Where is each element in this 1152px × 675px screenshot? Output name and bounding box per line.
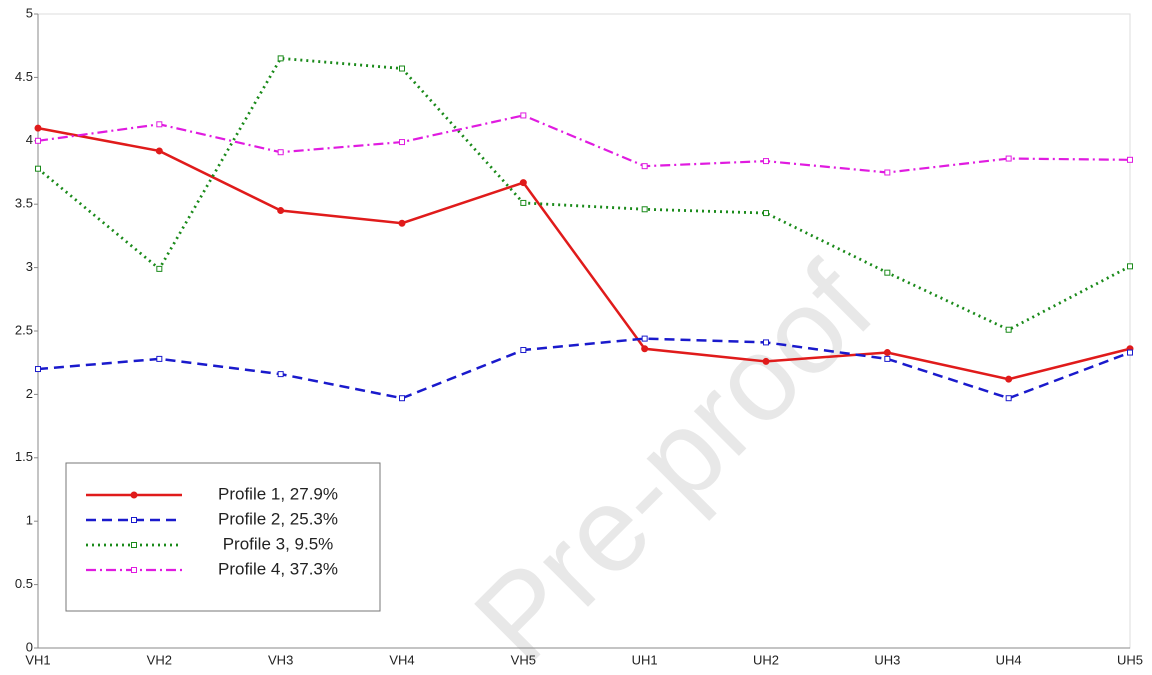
data-point <box>1005 375 1013 383</box>
data-point <box>399 139 405 146</box>
y-tick-label: 1 <box>26 513 33 528</box>
data-point <box>519 179 527 187</box>
y-tick-label: 5 <box>26 5 33 20</box>
legend: Profile 1, 27.9% Profile 2, 25.3% Profile … <box>65 462 381 612</box>
y-tick-label: 0.5 <box>15 576 33 591</box>
y-tick-label: 1.5 <box>15 449 33 464</box>
data-point <box>155 147 163 155</box>
y-tick-label: 3.5 <box>15 196 33 211</box>
y-tick-label: 3 <box>26 259 33 274</box>
data-point <box>884 169 891 176</box>
data-point <box>277 207 285 215</box>
x-tick-label: VH5 <box>511 652 536 667</box>
legend-marker <box>131 567 137 573</box>
data-point <box>641 345 649 353</box>
data-point <box>1127 156 1133 163</box>
data-point <box>520 347 527 354</box>
data-point <box>277 371 284 378</box>
x-tick-label: VH1 <box>25 652 50 667</box>
legend-label: Profile 3, 9.5% <box>223 534 334 553</box>
y-tick-label: 2 <box>26 386 33 401</box>
data-point <box>1127 263 1133 270</box>
legend-marker <box>131 542 137 548</box>
data-point <box>156 265 163 272</box>
y-tick-label: 0 <box>26 639 33 654</box>
y-tick-label: 4 <box>26 132 33 147</box>
y-tick-label: 2.5 <box>15 322 33 337</box>
data-point <box>884 269 891 276</box>
data-point <box>1005 326 1012 333</box>
data-point <box>641 206 648 213</box>
data-point <box>884 355 891 362</box>
x-tick-label: VH3 <box>268 652 293 667</box>
data-point <box>1005 395 1012 402</box>
data-point <box>1127 349 1133 356</box>
legend-marker <box>130 491 138 499</box>
data-point <box>520 112 527 119</box>
x-tick-label: UH4 <box>996 652 1022 667</box>
data-point <box>398 219 406 227</box>
data-point <box>399 65 405 72</box>
legend-marker <box>131 517 137 523</box>
data-point <box>35 137 41 144</box>
watermark: Pre-proof <box>449 239 898 675</box>
data-point <box>1005 155 1012 162</box>
data-point <box>763 210 769 217</box>
data-point <box>35 366 41 373</box>
legend-label: Profile 2, 25.3% <box>218 509 338 528</box>
data-point <box>762 357 770 365</box>
data-point <box>277 149 284 156</box>
series-line <box>37 114 1131 174</box>
x-tick-label: UH3 <box>874 652 900 667</box>
legend-box <box>65 462 381 612</box>
data-point <box>883 349 891 357</box>
data-point <box>641 335 648 342</box>
x-tick-label: UH5 <box>1117 652 1143 667</box>
x-tick-label: VH2 <box>147 652 172 667</box>
series-line <box>37 126 1131 381</box>
data-point <box>277 55 284 62</box>
data-point <box>34 124 42 132</box>
data-point <box>35 165 41 172</box>
data-point <box>520 199 527 206</box>
data-point <box>763 339 769 346</box>
y-tick-label: 4.5 <box>15 69 33 84</box>
data-point <box>156 355 163 362</box>
series-line <box>37 56 1131 332</box>
legend-label: Profile 1, 27.9% <box>218 484 338 503</box>
data-point <box>399 395 405 402</box>
data-point <box>641 163 648 170</box>
x-tick-label: UH1 <box>632 652 658 667</box>
series-line <box>37 337 1131 400</box>
legend-label: Profile 4, 37.3% <box>218 559 338 578</box>
data-point <box>763 158 769 165</box>
data-point <box>156 121 163 128</box>
x-tick-label: VH4 <box>389 652 414 667</box>
x-tick-label: UH2 <box>753 652 779 667</box>
